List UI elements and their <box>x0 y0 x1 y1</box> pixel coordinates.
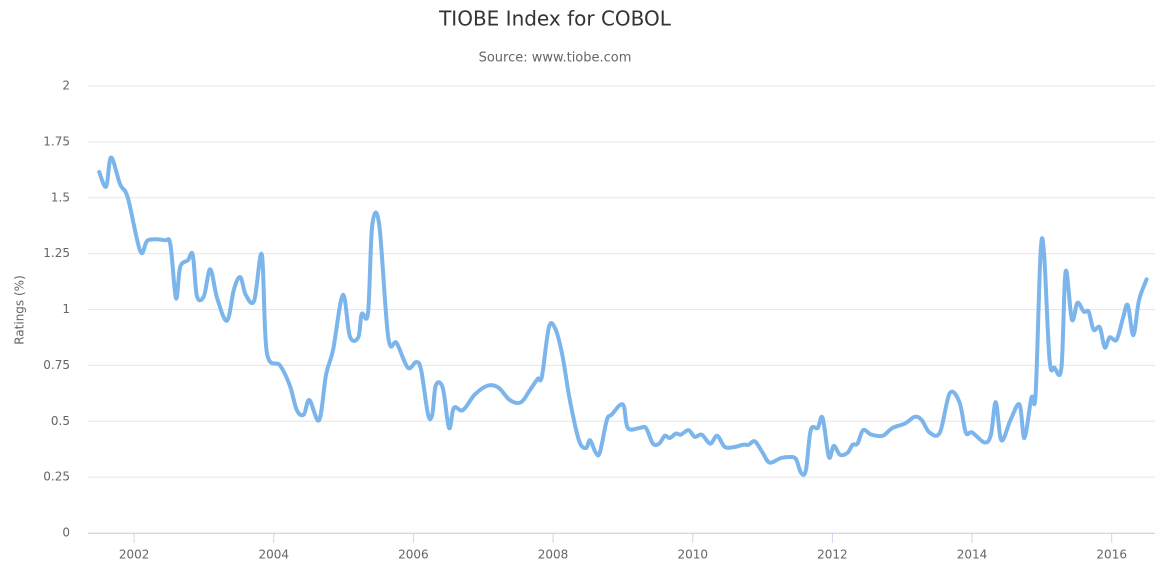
chart-subtitle: Source: www.tiobe.com <box>479 51 632 66</box>
y-tick-label: 0.25 <box>43 470 70 484</box>
y-tick-label: 2 <box>62 79 70 93</box>
x-tick-label: 2008 <box>538 548 569 562</box>
x-tick-label: 2016 <box>1096 548 1127 562</box>
chart-title: TIOBE Index for COBOL <box>438 7 672 31</box>
x-tick-label: 2012 <box>817 548 848 562</box>
x-tick-label: 2004 <box>258 548 289 562</box>
y-tick-label: 1.75 <box>43 134 70 148</box>
y-tick-label: 0.75 <box>43 358 70 372</box>
y-tick-label: 0 <box>62 526 70 540</box>
x-tick-label: 2006 <box>398 548 429 562</box>
x-tick-label: 2014 <box>957 548 988 562</box>
y-tick-label: 1 <box>62 302 70 316</box>
x-tick-label: 2010 <box>677 548 708 562</box>
y-tick-label: 1.25 <box>43 246 70 260</box>
x-tick-label: 2002 <box>119 548 150 562</box>
series-line <box>97 155 1149 477</box>
y-axis-label: Ratings (%) <box>13 275 27 345</box>
y-tick-label: 1.5 <box>51 190 70 204</box>
y-tick-label: 0.5 <box>51 414 70 428</box>
